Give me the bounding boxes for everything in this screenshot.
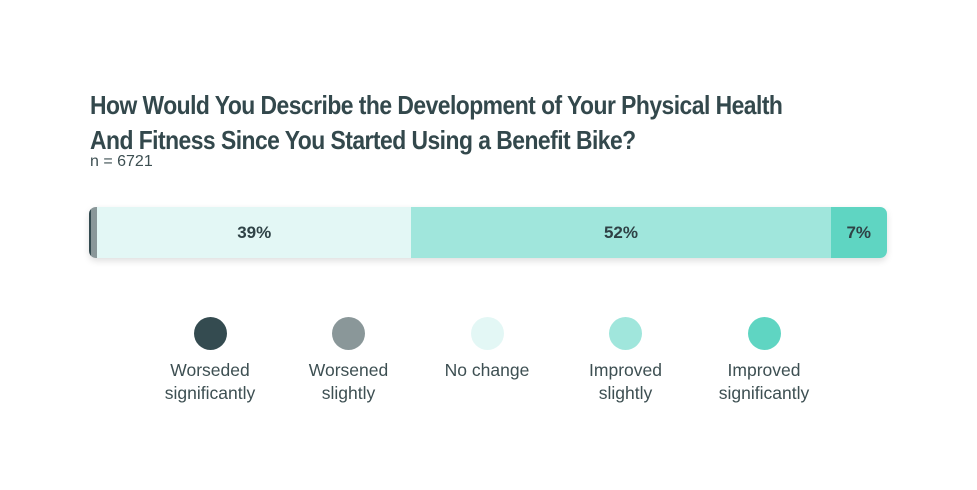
legend-label: Improved significantly bbox=[694, 359, 834, 405]
legend-label-line: Improved bbox=[727, 360, 801, 380]
legend-label-line: slightly bbox=[598, 383, 653, 403]
data-label-improved-slightly: 52% bbox=[603, 222, 638, 242]
legend-item-improved-slightly: Improved slightly bbox=[556, 316, 696, 405]
stacked-bar: 39% 52% 7% bbox=[89, 207, 887, 258]
legend-label-line: Improved bbox=[589, 360, 662, 380]
bar-segment-worseded-significantly bbox=[89, 207, 91, 258]
legend-swatch bbox=[470, 317, 504, 350]
legend-swatch bbox=[332, 317, 365, 350]
legend-swatch bbox=[193, 317, 227, 350]
chart-title-line-1: How Would You Describe the Development o… bbox=[90, 90, 783, 120]
legend-label: Worsened slightly bbox=[279, 359, 419, 405]
bar-segment-improved-slightly: 52% bbox=[411, 207, 831, 258]
chart-title: How Would You Describe the Development o… bbox=[90, 88, 794, 158]
legend-label-line: significantly bbox=[718, 383, 810, 403]
bar-segment-no-change: 39% bbox=[97, 207, 412, 258]
data-label-no-change: 39% bbox=[237, 222, 272, 242]
legend-label-line: Worseded bbox=[170, 360, 250, 380]
bar-segment-improved-significantly: 7% bbox=[830, 207, 887, 258]
legend-item-worseded-significantly: Worseded significantly bbox=[140, 316, 280, 405]
legend-label: Improved slightly bbox=[556, 359, 696, 405]
legend-label-line: No change bbox=[444, 360, 530, 380]
data-label-improved-significantly: 7% bbox=[846, 222, 872, 242]
chart-title-line-2: And Fitness Since You Started Using a Be… bbox=[90, 125, 636, 155]
legend-label: Worseded significantly bbox=[140, 359, 280, 405]
legend-label: No change bbox=[417, 359, 557, 382]
legend-item-worsened-slightly: Worsened slightly bbox=[279, 316, 419, 405]
legend-swatch bbox=[747, 317, 781, 350]
legend-label-line: slightly bbox=[321, 383, 376, 403]
legend-label-line: Worsened bbox=[308, 360, 389, 380]
legend-item-no-change: No change bbox=[417, 316, 557, 382]
bar-segment-worsened-slightly bbox=[90, 207, 98, 258]
sample-size-label: n = 6721 bbox=[90, 153, 153, 170]
legend-item-improved-significantly: Improved significantly bbox=[694, 316, 834, 405]
legend-swatch bbox=[609, 317, 642, 350]
legend-label-line: significantly bbox=[164, 383, 256, 403]
chart-legend: Worseded significantly Worsened slightly No … bbox=[140, 316, 840, 416]
